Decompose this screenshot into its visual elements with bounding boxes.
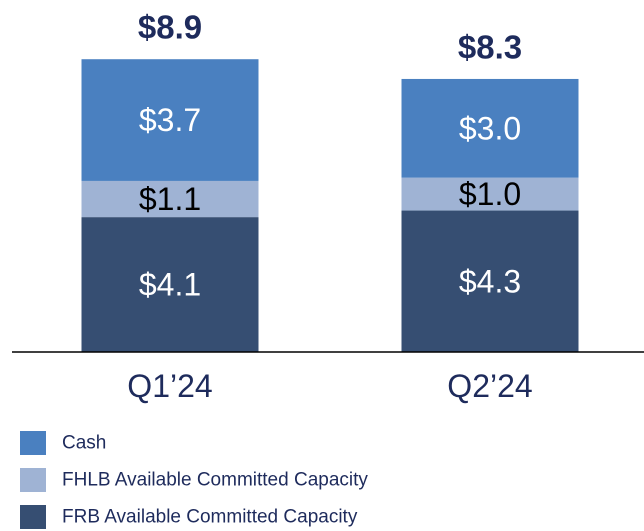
legend-label: Cash xyxy=(62,433,106,454)
value-label: $4.1 xyxy=(139,267,201,303)
bar-segment xyxy=(401,210,579,352)
legend-swatch xyxy=(20,468,46,492)
bar-segment xyxy=(81,217,259,352)
value-label: $3.7 xyxy=(139,102,201,138)
total-label: $8.3 xyxy=(458,28,522,65)
legend-swatch xyxy=(20,505,46,529)
x-tick-label: Q2’24 xyxy=(447,368,532,404)
value-label: $4.3 xyxy=(459,263,521,299)
x-tick-label: Q1’24 xyxy=(127,368,212,404)
legend-label: FRB Available Committed Capacity xyxy=(62,507,358,528)
legend-label: FHLB Available Committed Capacity xyxy=(62,470,368,491)
value-label: $3.0 xyxy=(459,110,521,146)
value-label: $1.1 xyxy=(139,181,201,217)
bar-segment xyxy=(81,180,259,218)
bar-segment xyxy=(401,78,579,178)
legend-swatch xyxy=(20,431,46,455)
bar-segment xyxy=(401,177,579,211)
value-label: $1.0 xyxy=(459,176,521,212)
bar-segment xyxy=(81,59,259,181)
total-label: $8.9 xyxy=(138,9,202,46)
